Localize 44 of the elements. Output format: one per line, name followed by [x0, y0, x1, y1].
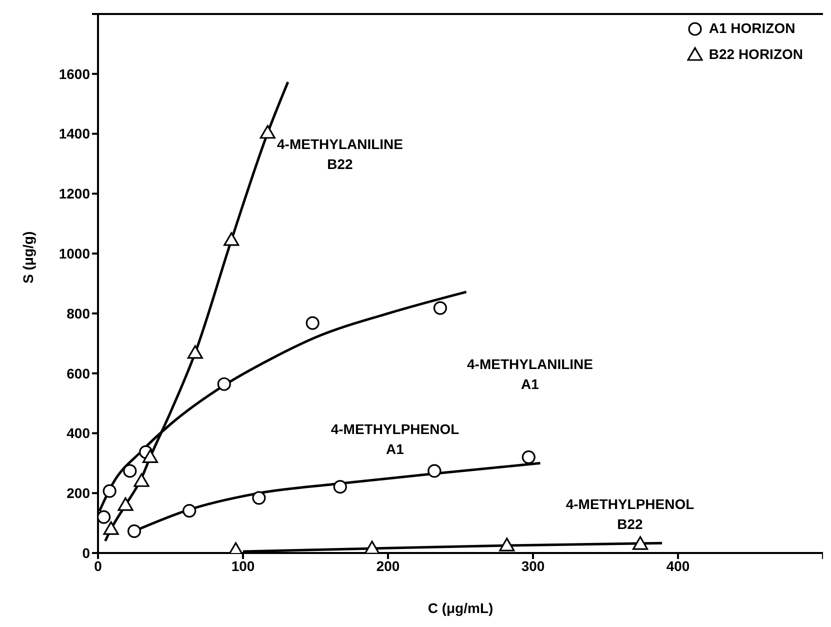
y-tick-label: 1400 [58, 126, 90, 142]
x-tick-label: 400 [666, 558, 690, 574]
x-tick-label: 0 [94, 558, 102, 574]
point [127, 524, 142, 538]
point [632, 536, 648, 550]
x-axis-title: C (μg/mL) [428, 600, 494, 616]
point [224, 232, 240, 246]
y-tick-label: 800 [66, 305, 90, 322]
annotation: 4-METHYLANILINE A1 [467, 355, 593, 394]
point [142, 449, 158, 463]
x-tick-label: 200 [376, 558, 400, 574]
annotation: 4-METHYLANILINE B22 [277, 135, 403, 174]
legend-label: B22 HORIZON [708, 46, 803, 62]
y-tick-label: 1000 [58, 246, 90, 262]
point [217, 377, 231, 391]
point [433, 301, 447, 315]
point [103, 521, 119, 535]
point [102, 484, 116, 498]
point [364, 540, 380, 553]
legend-label: A1 HORIZON [708, 20, 796, 36]
y-tick-label: 200 [66, 485, 90, 502]
point [134, 473, 150, 487]
x-tick-label: 300 [521, 558, 545, 574]
y-tick-label: 600 [66, 365, 90, 382]
y-axis-title: S (μg/g) [20, 231, 36, 284]
x-tick-label: 100 [231, 558, 255, 574]
point [123, 464, 137, 478]
point [522, 450, 536, 464]
point [182, 504, 196, 518]
point [98, 510, 111, 524]
point [333, 480, 347, 494]
point [428, 464, 442, 478]
annotation: 4-METHYLPHENOL A1 [330, 420, 460, 459]
point [499, 538, 515, 552]
point [260, 125, 276, 139]
point [252, 491, 266, 505]
y-tick-label: 1600 [58, 66, 90, 82]
y-tick-label: 1200 [58, 186, 90, 202]
annotation: 4-METHYLPHENOL B22 [566, 495, 694, 534]
point [306, 316, 320, 330]
point [187, 345, 203, 359]
point [118, 497, 134, 511]
y-tick-label: 0 [82, 544, 90, 561]
y-tick-label: 400 [66, 425, 90, 442]
